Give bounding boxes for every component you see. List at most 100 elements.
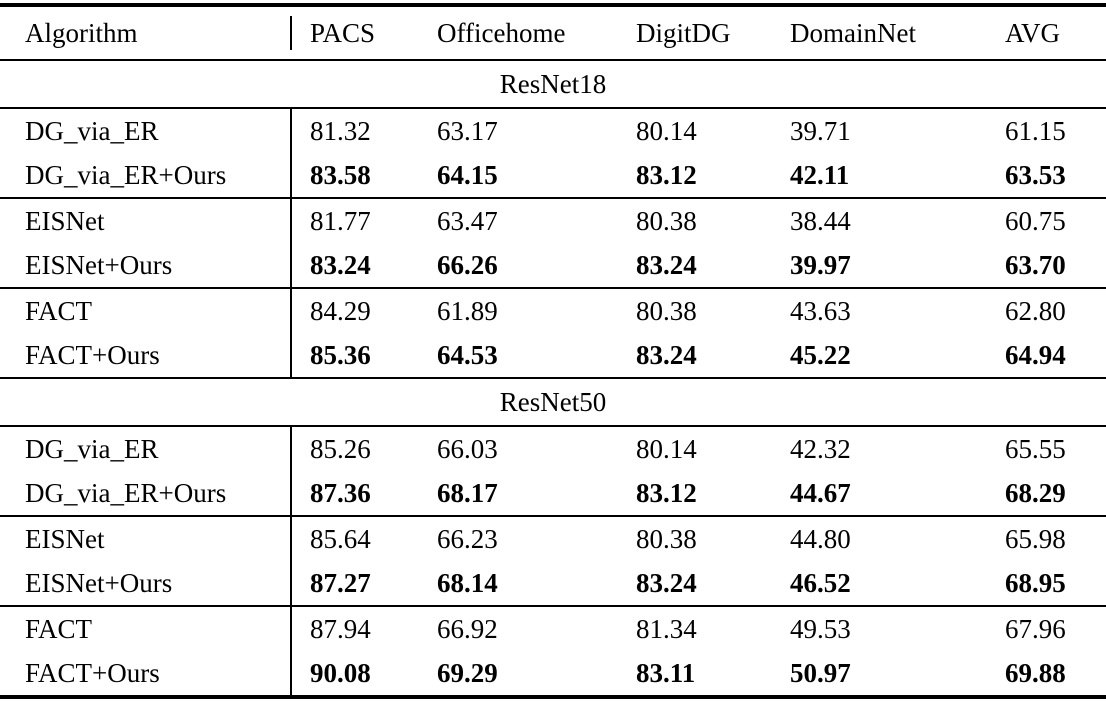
divider-rule <box>0 287 1106 289</box>
algorithm-cell: DG_via_ER <box>0 109 292 153</box>
value-cell-pacs: 85.26 <box>310 434 371 464</box>
table-row: DG_via_ER 81.32 63.17 80.14 39.71 61.15 <box>0 109 1106 153</box>
value-cell-digitdg: 80.38 <box>636 206 697 236</box>
table-row: DG_via_ER 85.26 66.03 80.14 42.32 65.55 <box>0 427 1106 471</box>
table-row: EISNet 85.64 66.23 80.38 44.80 65.98 <box>0 517 1106 561</box>
value-cell-domainnet: 49.53 <box>790 614 851 644</box>
value-cell-digitdg: 80.14 <box>636 434 697 464</box>
col-header-algorithm: Algorithm <box>0 7 292 59</box>
algorithm-group: DG_via_ER 85.26 66.03 80.14 42.32 65.55 … <box>0 427 1106 515</box>
value-cell-officehome: 61.89 <box>437 296 498 326</box>
divider-rule <box>0 425 1106 427</box>
value-cell-digitdg: 80.38 <box>636 296 697 326</box>
col-header-officehome: Officehome <box>437 18 566 48</box>
algorithm-group: FACT 87.94 66.92 81.34 49.53 67.96 FACT+… <box>0 607 1106 695</box>
value-cell-pacs: 84.29 <box>310 296 371 326</box>
value-cell-domainnet: 39.97 <box>790 250 851 280</box>
table-row: EISNet+Ours 83.24 66.26 83.24 39.97 63.7… <box>0 243 1106 287</box>
value-cell-avg: 64.94 <box>1005 340 1066 370</box>
value-cell-pacs: 81.32 <box>310 116 371 146</box>
table-row: DG_via_ER+Ours 87.36 68.17 83.12 44.67 6… <box>0 471 1106 515</box>
value-cell-avg: 65.55 <box>1005 434 1066 464</box>
col-header-digitdg: DigitDG <box>636 18 731 48</box>
value-cell-digitdg: 83.12 <box>636 160 697 190</box>
value-cell-domainnet: 43.63 <box>790 296 851 326</box>
algorithm-cell: EISNet <box>0 199 292 243</box>
algorithm-cell: DG_via_ER <box>0 427 292 471</box>
value-cell-officehome: 66.03 <box>437 434 498 464</box>
value-cell-domainnet: 38.44 <box>790 206 851 236</box>
value-cell-domainnet: 44.67 <box>790 478 851 508</box>
algorithm-cell: DG_via_ER+Ours <box>0 471 292 515</box>
algorithm-cell: FACT+Ours <box>0 333 292 377</box>
value-cell-pacs: 87.36 <box>310 478 371 508</box>
divider-rule <box>0 197 1106 199</box>
value-cell-digitdg: 81.34 <box>636 614 697 644</box>
algorithm-group: EISNet 85.64 66.23 80.38 44.80 65.98 EIS… <box>0 517 1106 605</box>
table-row: FACT 87.94 66.92 81.34 49.53 67.96 <box>0 607 1106 651</box>
table-row: DG_via_ER+Ours 83.58 64.15 83.12 42.11 6… <box>0 153 1106 197</box>
value-cell-officehome: 68.14 <box>437 568 498 598</box>
value-cell-avg: 62.80 <box>1005 296 1066 326</box>
value-cell-pacs: 83.58 <box>310 160 371 190</box>
value-cell-domainnet: 46.52 <box>790 568 851 598</box>
algorithm-cell: EISNet+Ours <box>0 243 292 287</box>
value-cell-avg: 61.15 <box>1005 116 1066 146</box>
value-cell-digitdg: 83.24 <box>636 340 697 370</box>
value-cell-pacs: 83.24 <box>310 250 371 280</box>
value-cell-digitdg: 83.24 <box>636 250 697 280</box>
value-cell-avg: 63.70 <box>1005 250 1066 280</box>
value-cell-domainnet: 42.32 <box>790 434 851 464</box>
col-header-avg: AVG <box>1005 18 1061 48</box>
value-cell-avg: 67.96 <box>1005 614 1066 644</box>
divider-rule <box>0 59 1106 61</box>
value-cell-avg: 69.88 <box>1005 658 1066 688</box>
value-cell-avg: 63.53 <box>1005 160 1066 190</box>
value-cell-domainnet: 39.71 <box>790 116 851 146</box>
table-row: FACT 84.29 61.89 80.38 43.63 62.80 <box>0 289 1106 333</box>
value-cell-digitdg: 80.38 <box>636 524 697 554</box>
divider-rule <box>0 107 1106 109</box>
algorithm-group: FACT 84.29 61.89 80.38 43.63 62.80 FACT+… <box>0 289 1106 377</box>
value-cell-pacs: 90.08 <box>310 658 371 688</box>
algorithm-cell: DG_via_ER+Ours <box>0 153 292 197</box>
value-cell-officehome: 66.92 <box>437 614 498 644</box>
divider-rule <box>0 377 1106 379</box>
value-cell-avg: 68.95 <box>1005 568 1066 598</box>
value-cell-domainnet: 42.11 <box>790 160 850 190</box>
value-cell-officehome: 66.23 <box>437 524 498 554</box>
table-row: FACT+Ours 85.36 64.53 83.24 45.22 64.94 <box>0 333 1106 377</box>
value-cell-officehome: 64.15 <box>437 160 498 190</box>
table-row: EISNet 81.77 63.47 80.38 38.44 60.75 <box>0 199 1106 243</box>
value-cell-officehome: 66.26 <box>437 250 498 280</box>
col-header-domainnet: DomainNet <box>790 18 916 48</box>
value-cell-officehome: 63.17 <box>437 116 498 146</box>
col-header-pacs: PACS <box>310 18 376 48</box>
value-cell-avg: 60.75 <box>1005 206 1066 236</box>
divider-rule <box>0 605 1106 607</box>
value-cell-domainnet: 45.22 <box>790 340 851 370</box>
divider-rule <box>0 515 1106 517</box>
value-cell-officehome: 64.53 <box>437 340 498 370</box>
value-cell-pacs: 87.27 <box>310 568 371 598</box>
value-cell-pacs: 85.36 <box>310 340 371 370</box>
value-cell-digitdg: 83.12 <box>636 478 697 508</box>
section-header-resnet18: ResNet18 <box>499 69 607 99</box>
algorithm-cell: EISNet <box>0 517 292 561</box>
algorithm-cell: FACT <box>0 289 292 333</box>
value-cell-officehome: 69.29 <box>437 658 498 688</box>
value-cell-digitdg: 83.11 <box>636 658 696 688</box>
value-cell-officehome: 68.17 <box>437 478 498 508</box>
value-cell-pacs: 85.64 <box>310 524 371 554</box>
value-cell-digitdg: 80.14 <box>636 116 697 146</box>
algorithm-group: DG_via_ER 81.32 63.17 80.14 39.71 61.15 … <box>0 109 1106 197</box>
table-row: FACT+Ours 90.08 69.29 83.11 50.97 69.88 <box>0 651 1106 695</box>
value-cell-avg: 65.98 <box>1005 524 1066 554</box>
table-header-row: Algorithm PACS Officehome DigitDG Domain… <box>0 7 1106 59</box>
value-cell-digitdg: 83.24 <box>636 568 697 598</box>
value-cell-pacs: 87.94 <box>310 614 371 644</box>
section-header-resnet50: ResNet50 <box>499 387 607 417</box>
value-cell-domainnet: 50.97 <box>790 658 851 688</box>
value-cell-avg: 68.29 <box>1005 478 1066 508</box>
